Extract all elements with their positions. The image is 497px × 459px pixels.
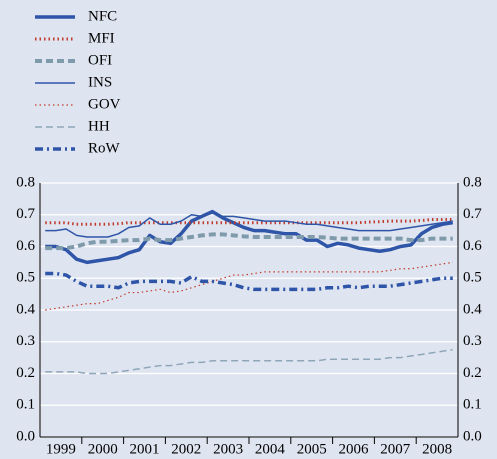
- y-tick-label: 0.0: [16, 428, 35, 444]
- series-line: [45, 232, 453, 251]
- y2-tick-label: 0.4: [463, 301, 482, 317]
- x-tick-label: 2003: [213, 441, 243, 457]
- y2-tick-label: 0.5: [463, 270, 482, 286]
- series-line: [45, 218, 453, 226]
- y2-tick-label: 0.1: [463, 397, 482, 413]
- y2-tick-label: 0.3: [463, 333, 482, 349]
- y2-tick-label: 0.8: [463, 174, 482, 190]
- y-tick-label: 0.3: [16, 333, 35, 349]
- legend-label: MFI: [88, 30, 115, 46]
- y-tick-label: 0.8: [16, 174, 35, 190]
- series-line: [45, 209, 454, 265]
- x-tick-label: 2005: [297, 441, 327, 457]
- legend-label: RoW: [88, 140, 121, 156]
- y-tick-label: 0.1: [16, 397, 35, 413]
- x-tick-label: 2006: [339, 441, 370, 457]
- series-line: [45, 212, 453, 238]
- legend-label: HH: [88, 118, 110, 134]
- legend-label: NFC: [88, 8, 117, 24]
- y2-tick-label: 0.2: [463, 365, 482, 381]
- x-tick-label: 2000: [88, 441, 118, 457]
- y2-tick-label: 0.7: [463, 206, 482, 222]
- x-tick-label: 2001: [130, 441, 160, 457]
- y2-tick-label: 0.0: [463, 428, 482, 444]
- legend-label: OFI: [88, 52, 112, 68]
- series-line: [45, 271, 453, 292]
- x-tick-label: 2008: [422, 441, 452, 457]
- x-tick-label: 1999: [46, 441, 76, 457]
- x-tick-label: 2007: [380, 441, 411, 457]
- legend-label: INS: [88, 74, 112, 90]
- legend-label: GOV: [88, 96, 121, 112]
- y-tick-label: 0.2: [16, 365, 35, 381]
- y-tick-label: 0.5: [16, 270, 35, 286]
- y-tick-label: 0.7: [16, 206, 35, 222]
- y2-tick-label: 0.6: [463, 238, 482, 254]
- y-tick-label: 0.4: [16, 301, 35, 317]
- y-tick-label: 0.6: [16, 238, 35, 254]
- x-tick-label: 2002: [171, 441, 201, 457]
- x-tick-label: 2004: [255, 441, 286, 457]
- series-line: [45, 348, 453, 375]
